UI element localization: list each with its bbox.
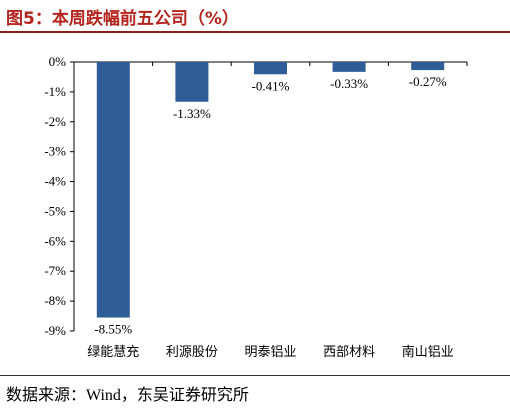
y-tick-label: -5%	[44, 203, 66, 218]
y-tick-label: -2%	[44, 114, 66, 129]
category-label: 西部材料	[323, 345, 375, 360]
bar	[175, 62, 209, 102]
title-rule	[0, 31, 510, 33]
data-label: -0.33%	[330, 76, 368, 91]
y-tick-label: 0%	[49, 54, 67, 69]
y-tick-label: -4%	[44, 174, 66, 189]
bar	[411, 62, 445, 71]
category-label: 明泰铝业	[244, 345, 296, 360]
bar	[96, 62, 130, 318]
bar-chart: 0% -1% -2% -3% -4% -5% -6% -7% -8% -9% -8.55% 绿能慧充 -…	[44, 54, 468, 360]
data-label: -1.33%	[173, 106, 211, 121]
y-tick-label: -1%	[44, 84, 66, 99]
data-label: -8.55%	[94, 322, 132, 337]
y-tick-label: -6%	[44, 233, 66, 248]
category-label: 南山铝业	[402, 344, 454, 360]
source-rule	[0, 375, 510, 376]
data-label: -0.41%	[252, 78, 290, 93]
bar	[332, 62, 366, 72]
y-tick-label: -8%	[44, 293, 66, 308]
y-tick-label: -3%	[44, 144, 66, 159]
figure-title: 图5：本周跌幅前五公司（%）	[6, 9, 239, 29]
category-label: 利源股份	[166, 345, 218, 360]
bar	[254, 62, 287, 75]
y-tick-label: -7%	[44, 263, 66, 278]
data-label: -0.27%	[409, 74, 447, 89]
data-source: 数据来源：Wind，东吴证券研究所	[6, 387, 249, 404]
category-label: 绿能慧充	[87, 344, 139, 360]
y-tick-label: -9%	[44, 323, 66, 338]
